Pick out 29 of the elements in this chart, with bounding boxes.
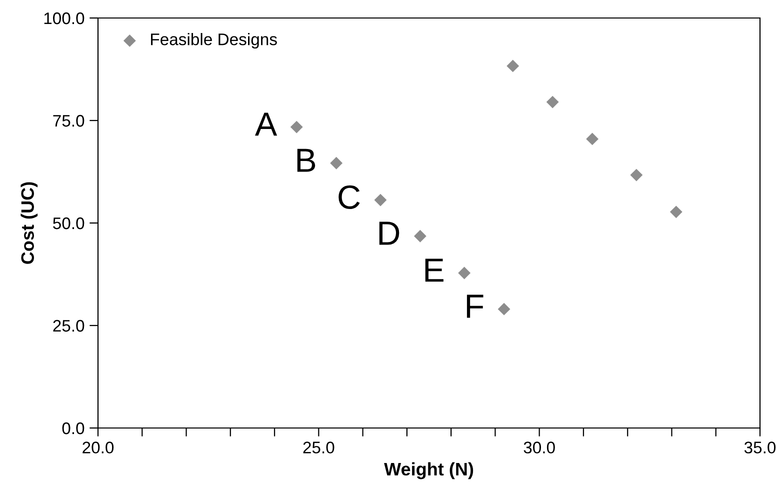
y-axis-title: Cost (UC) [20,182,38,264]
y-tick-label: 75.0 [53,114,84,127]
legend-label: Feasible Designs [151,33,277,49]
annotation: B [297,148,316,172]
point [374,194,387,206]
annotation: E [425,258,444,282]
point [290,120,303,134]
point [330,156,343,170]
point [546,96,559,108]
point [458,266,471,280]
point [586,132,599,146]
point [670,206,682,218]
annotation: C [338,185,360,209]
point [506,60,520,72]
y-tick-label: 0.0 [62,422,84,434]
x-tick-label: 30.0 [524,442,555,454]
x-tick-label: 35.0 [744,442,776,454]
x-tick-label: 20.0 [82,442,114,454]
point [630,168,643,182]
point [414,230,426,242]
point [498,302,510,316]
y-tick-label: 100.0 [44,12,84,24]
y-tick-label: 50.0 [53,217,84,230]
annotation: F [466,294,484,318]
annotation: D [379,222,400,245]
x-tick-label: 25.0 [303,442,334,454]
x-axis-title: Weight (N) [384,462,474,480]
y-tick-label: 25.0 [53,320,84,332]
annotation: A [254,112,278,136]
